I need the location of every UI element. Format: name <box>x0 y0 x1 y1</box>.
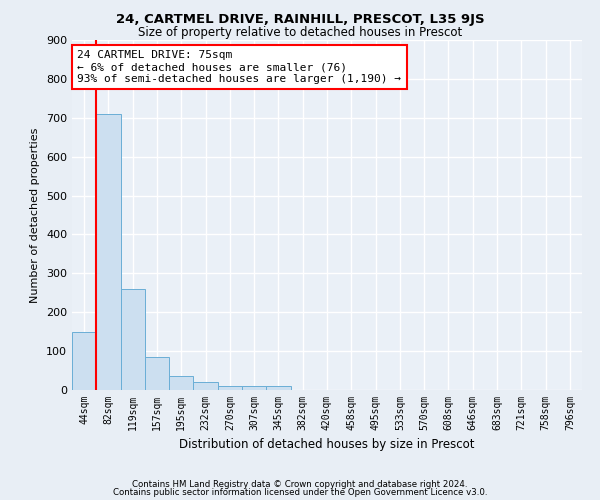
Bar <box>169 376 193 390</box>
Text: 24 CARTMEL DRIVE: 75sqm
← 6% of detached houses are smaller (76)
93% of semi-det: 24 CARTMEL DRIVE: 75sqm ← 6% of detached… <box>77 50 401 84</box>
Bar <box>218 386 242 390</box>
Text: Contains public sector information licensed under the Open Government Licence v3: Contains public sector information licen… <box>113 488 487 497</box>
Bar <box>242 386 266 390</box>
Text: Size of property relative to detached houses in Prescot: Size of property relative to detached ho… <box>138 26 462 39</box>
Text: Contains HM Land Registry data © Crown copyright and database right 2024.: Contains HM Land Registry data © Crown c… <box>132 480 468 489</box>
Bar <box>121 289 145 390</box>
Bar <box>145 357 169 390</box>
Bar <box>72 332 96 390</box>
Text: 24, CARTMEL DRIVE, RAINHILL, PRESCOT, L35 9JS: 24, CARTMEL DRIVE, RAINHILL, PRESCOT, L3… <box>116 12 484 26</box>
Bar <box>193 382 218 390</box>
Bar <box>96 114 121 390</box>
Bar <box>266 386 290 390</box>
X-axis label: Distribution of detached houses by size in Prescot: Distribution of detached houses by size … <box>179 438 475 452</box>
Y-axis label: Number of detached properties: Number of detached properties <box>31 128 40 302</box>
